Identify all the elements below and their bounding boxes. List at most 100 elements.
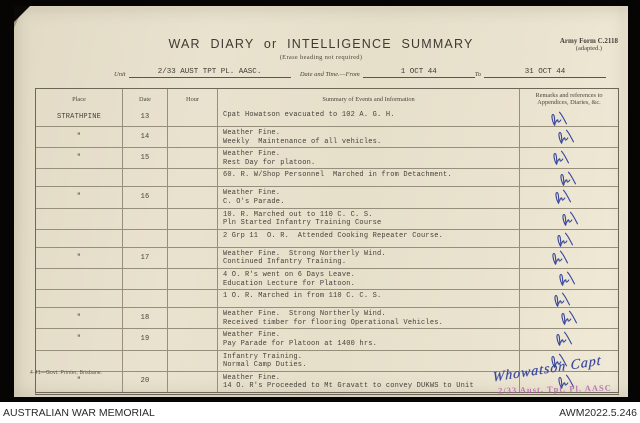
handwritten-initials-icon	[561, 310, 578, 325]
unit-value: 2/33 AUST TPT PL. AASC.	[128, 68, 291, 78]
handwritten-initials-icon	[562, 211, 579, 226]
cell-hour	[168, 187, 218, 208]
cell-date	[123, 268, 168, 290]
handwritten-initials-icon	[557, 232, 574, 247]
cell-hour	[168, 268, 218, 290]
cell-hour	[168, 308, 218, 329]
cell-hour	[168, 290, 218, 308]
cell-date: 15	[123, 148, 168, 169]
cell-place	[36, 169, 123, 187]
cell-place	[36, 208, 123, 229]
table-row: 60. R. W/Shop Personnel Marched in from …	[36, 168, 618, 187]
cell-date: 17	[123, 247, 168, 268]
cell-summary: Weather Fine. Strong Northerly Wind. Rece…	[218, 308, 520, 329]
cell-date	[123, 229, 168, 247]
header-remarks: Remarks and references to Appendices, Di…	[535, 92, 603, 106]
cell-remarks	[520, 169, 618, 187]
cell-remarks	[520, 230, 618, 247]
cell-remarks	[520, 269, 618, 289]
cell-date	[123, 290, 168, 308]
cell-place: "	[36, 308, 123, 329]
cell-place	[36, 229, 123, 247]
cell-place: STRATHPINE	[36, 109, 123, 126]
header-summary: Summary of Events and Information	[218, 89, 520, 109]
cell-hour	[168, 329, 218, 350]
unit-label: Unit	[114, 71, 126, 78]
handwritten-initials-icon	[554, 292, 571, 307]
handwritten-initials-icon	[560, 172, 577, 187]
handwritten-initials-icon	[551, 353, 568, 368]
army-form-line2: (adapted.)	[575, 45, 603, 52]
corner-fold	[14, 6, 30, 22]
date-time-label: Date and Time.—From	[299, 71, 360, 78]
table-header-row: Place Date Hour Summary of Events and In…	[36, 89, 618, 109]
handwritten-initials-icon	[556, 331, 573, 347]
cell-hour	[168, 208, 218, 229]
cell-remarks	[520, 290, 618, 307]
cell-hour	[168, 169, 218, 187]
handwritten-initials-icon	[555, 190, 572, 205]
cell-hour	[168, 148, 218, 169]
cell-summary: Weather Fine. Weekly Maintenance of all v…	[218, 127, 520, 148]
cell-place: "	[36, 247, 123, 268]
table-row: " 14 Weather Fine. Weekly Maintenance of …	[36, 126, 618, 148]
cell-date: 19	[123, 329, 168, 350]
cell-place: "	[36, 127, 123, 148]
cell-hour	[168, 350, 218, 371]
cell-hour	[168, 229, 218, 247]
date-to-value: 31 OCT 44	[484, 68, 606, 78]
table-row: " 19 Weather Fine. Pay Parade for Platoon…	[36, 328, 618, 350]
cell-date: 14	[123, 127, 168, 148]
handwritten-initials-icon	[558, 129, 575, 144]
cell-date: 20	[123, 371, 168, 392]
form-subtitle: (Erase heading not required)	[279, 54, 363, 61]
cell-summary: 2 Grp 11 O. R. Attended Cooking Repeater…	[218, 229, 520, 247]
printer-note: 4-41—Govt. Printer, Brisbane.	[30, 370, 103, 376]
handwritten-initials-icon	[559, 271, 576, 286]
table-row: 1 O. R. Marched in from 110 C. C. S.	[36, 289, 618, 308]
cell-summary: 4 O. R's went on 6 Days Leave. Education …	[218, 268, 520, 290]
table-row: 4 O. R's went on 6 Days Leave. Education …	[36, 267, 618, 290]
table-row: " 20 Weather Fine. 14 O. R's Proceeded to…	[36, 370, 618, 392]
diary-table: Place Date Hour Summary of Events and In…	[35, 88, 619, 395]
table-row: " 17 Weather Fine. Strong Northerly Wind…	[36, 246, 618, 268]
table-body: STRATHPINE 13 Cpat Howatson evacuated to…	[36, 109, 618, 392]
cell-place: "	[36, 329, 123, 350]
cell-summary: 60. R. W/Shop Personnel Marched in from …	[218, 169, 520, 187]
cell-summary: Weather Fine. 14 O. R's Proceeded to Mt G…	[218, 371, 520, 392]
war-diary-page: WAR DIARY or INTELLIGENCE SUMMARY (Erase…	[14, 6, 628, 397]
institution-label: AUSTRALIAN WAR MEMORIAL	[3, 406, 155, 419]
cell-remarks	[520, 187, 618, 207]
army-form-line1: Army Form C.2118	[559, 37, 618, 45]
table-row: " 18 Weather Fine. Strong Northerly Wind…	[36, 307, 618, 329]
cell-place	[36, 268, 123, 290]
cell-remarks	[520, 329, 618, 349]
cell-date: 18	[123, 308, 168, 329]
cell-remarks	[520, 127, 618, 147]
table-row: STRATHPINE 13 Cpat Howatson evacuated to…	[36, 109, 618, 126]
cell-remarks	[520, 308, 618, 328]
table-row: " 16 Weather Fine. C. O's Parade.	[36, 186, 618, 208]
cell-summary: Weather Fine. Rest Day for platoon.	[218, 148, 520, 169]
accession-number: AWM2022.5.246	[559, 406, 637, 419]
cell-summary: Weather Fine. Pay Parade for Platoon at 1…	[218, 329, 520, 350]
cell-date: 16	[123, 187, 168, 208]
cell-remarks	[520, 248, 618, 268]
handwritten-initials-icon	[552, 250, 569, 265]
cell-summary: Weather Fine. C. O's Parade.	[218, 187, 520, 208]
cell-date	[123, 350, 168, 371]
cell-summary: Infantry Training. Normal Camp Duties.	[218, 350, 520, 371]
cell-remarks	[520, 209, 618, 229]
cell-hour	[168, 127, 218, 148]
handwritten-initials-icon	[553, 150, 570, 166]
form-title: WAR DIARY or INTELLIGENCE SUMMARY	[168, 37, 474, 51]
cell-remarks	[520, 148, 618, 168]
cell-remarks	[520, 109, 618, 126]
cell-summary: 10. R. Marched out to 110 C. C. S. Pln St…	[218, 208, 520, 229]
table-row: 10. R. Marched out to 110 C. C. S. Pln St…	[36, 207, 618, 229]
cell-hour	[168, 109, 218, 126]
cell-date	[123, 208, 168, 229]
army-form-number: Army Form C.2118 (adapted.)	[560, 37, 618, 53]
to-label: To	[474, 71, 481, 78]
